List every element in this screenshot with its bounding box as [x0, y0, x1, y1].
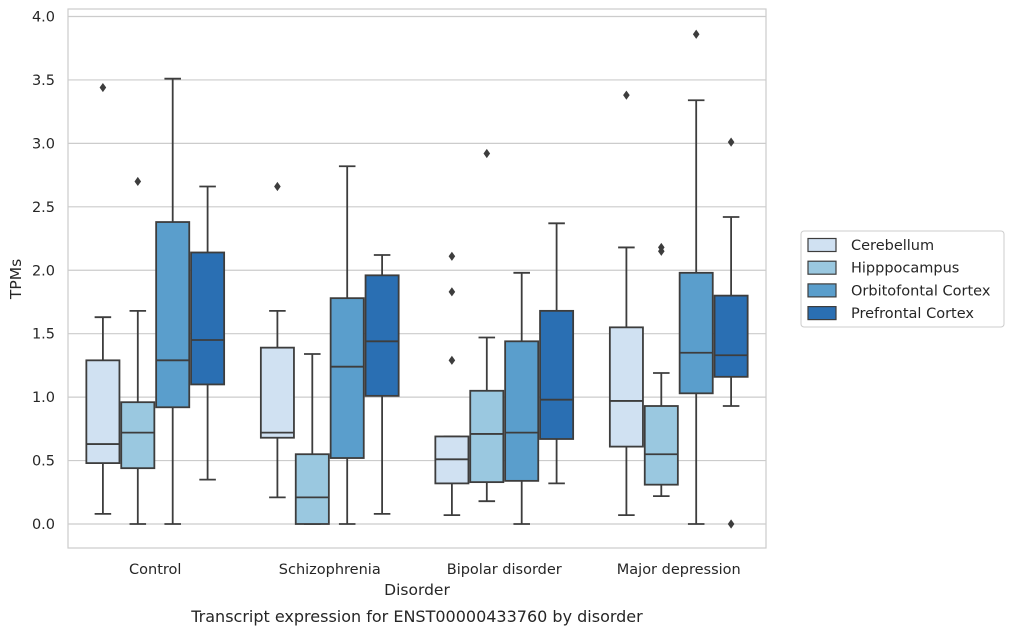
box-schizophrenia-orbitofontal-cortex — [329, 165, 365, 525]
y-tick-label: 0.5 — [32, 454, 55, 470]
iqr-box — [678, 271, 714, 395]
y-tick-label: 3.0 — [32, 136, 55, 152]
iqr-box — [469, 389, 505, 484]
legend-label: Orbitofontal Cortex — [851, 283, 991, 299]
iqr-box — [643, 405, 679, 486]
legend: Cerebellum Hipppocampus Orbitofontal Corte… — [800, 230, 1005, 328]
x-axis-title: Disorder — [384, 581, 450, 599]
legend-label: Prefrontal Cortex — [851, 306, 974, 322]
iqr-box — [85, 359, 121, 464]
box-control-cerebellum — [85, 82, 121, 515]
legend-swatch — [807, 260, 837, 275]
outlier-point — [448, 355, 456, 365]
legend-label: Cerebellum — [851, 238, 934, 254]
boxes — [85, 29, 749, 529]
iqr-box — [329, 297, 365, 459]
y-axis-title: TPMs — [7, 259, 25, 300]
iqr-box — [539, 309, 575, 440]
y-tick-labels: 0.0 0.5 1.0 1.5 2.0 2.5 3.0 3.5 4.0 — [32, 10, 55, 534]
box-control-hipppocampus — [120, 176, 156, 525]
box-bipolar-disorder-cerebellum — [434, 251, 470, 517]
outlier-point — [658, 246, 665, 256]
outlier-point — [692, 29, 700, 39]
box-major-depression-hipppocampus — [643, 242, 679, 497]
y-tick-label: 1.0 — [32, 390, 55, 406]
y-tick-label: 1.5 — [32, 327, 55, 343]
box-schizophrenia-prefrontal-cortex — [364, 254, 400, 515]
iqr-box — [294, 453, 330, 525]
iqr-box — [259, 346, 295, 439]
iqr-box — [608, 326, 644, 448]
outlier-point — [448, 287, 456, 297]
x-tick-labels: Control Schizophrenia Bipolar disorder Majo… — [129, 562, 741, 578]
box-major-depression-cerebellum — [608, 90, 644, 517]
outlier-point — [274, 181, 281, 192]
outlier-point — [483, 148, 491, 159]
legend-swatch — [807, 306, 837, 321]
box-major-depression-orbitofontal-cortex — [678, 29, 714, 525]
y-tick-label: 3.5 — [32, 73, 55, 89]
outlier-point — [623, 90, 630, 100]
box-bipolar-disorder-orbitofontal-cortex — [504, 271, 540, 525]
chart-caption: Transcript expression for ENST0000043376… — [190, 607, 643, 626]
iqr-box — [155, 221, 191, 409]
outlier-point — [448, 251, 456, 261]
y-tick-label: 2.0 — [32, 263, 55, 279]
iqr-box — [504, 340, 540, 482]
outlier-point — [134, 176, 142, 187]
x-tick-label: Schizophrenia — [279, 562, 381, 578]
outlier-point — [727, 137, 735, 147]
box-control-orbitofontal-cortex — [155, 77, 191, 525]
x-tick-label: Bipolar disorder — [447, 562, 562, 578]
box-bipolar-disorder-hipppocampus — [469, 148, 505, 503]
x-tick-label: Major depression — [617, 562, 741, 578]
legend-swatch — [807, 237, 837, 253]
outlier-point — [99, 82, 107, 93]
box-bipolar-disorder-prefrontal-cortex — [539, 222, 575, 485]
box-schizophrenia-cerebellum — [259, 181, 295, 499]
outlier-point — [727, 519, 735, 529]
x-tick-label: Control — [129, 562, 181, 578]
box-control-prefrontal-cortex — [190, 185, 226, 481]
y-tick-label: 4.0 — [32, 10, 55, 26]
iqr-box — [120, 401, 156, 470]
legend-frame — [800, 230, 1005, 328]
y-tick-label: 0.0 — [32, 517, 55, 533]
legend-swatch — [807, 283, 837, 298]
iqr-box — [364, 274, 400, 397]
iqr-box — [713, 294, 749, 378]
y-tick-label: 2.5 — [32, 200, 55, 216]
iqr-box — [190, 251, 226, 386]
box-major-depression-prefrontal-cortex — [713, 137, 749, 529]
box-schizophrenia-hipppocampus — [294, 353, 330, 525]
legend-label: Hipppocampus — [851, 261, 959, 277]
plot-frame — [67, 8, 767, 549]
